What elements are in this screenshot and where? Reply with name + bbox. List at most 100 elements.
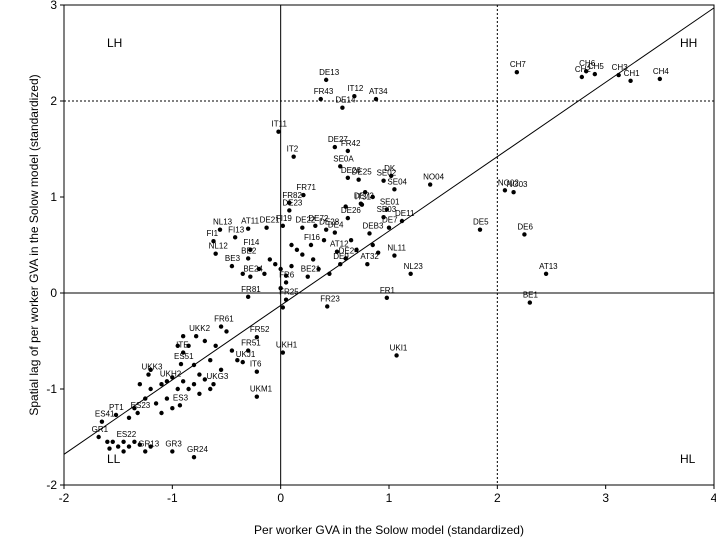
point-label: BE3 — [225, 254, 241, 263]
data-point — [186, 343, 191, 348]
point-label: BE21 — [301, 265, 321, 274]
point-label: FI1 — [207, 229, 219, 238]
data-point — [202, 338, 208, 344]
data-point — [191, 382, 197, 387]
data-point — [191, 362, 197, 368]
data-point — [657, 76, 663, 82]
point-label: DE28 — [319, 218, 340, 227]
point-label: SE03 — [377, 205, 397, 214]
data-point — [338, 164, 343, 169]
data-point — [583, 69, 589, 74]
point-label: DE27 — [328, 135, 349, 144]
data-point — [294, 247, 300, 252]
point-label: NL11 — [387, 244, 406, 253]
data-point — [180, 334, 186, 339]
data-point — [345, 175, 351, 180]
point-label: DK — [384, 164, 396, 173]
point-label: NL13 — [213, 218, 233, 227]
data-point — [345, 215, 351, 221]
point-label: DE22 — [295, 216, 316, 225]
point-label: DE26 — [341, 166, 362, 175]
point-label: IT31 — [355, 193, 372, 202]
data-point — [148, 386, 153, 392]
point-label: ES51 — [174, 352, 194, 361]
data-point — [362, 190, 368, 195]
quadrant-label-hl: HL — [680, 452, 696, 466]
point-label: ES23 — [131, 401, 151, 410]
point-label: NL12 — [209, 242, 229, 251]
point-label: CH2 — [575, 65, 592, 74]
data-point — [164, 379, 170, 384]
data-point — [178, 361, 184, 367]
point-label: BE2 — [241, 246, 257, 255]
data-point — [105, 439, 110, 444]
point-label: DE21 — [260, 216, 281, 225]
data-point — [278, 266, 283, 272]
data-point — [121, 449, 126, 454]
point-label: GR24 — [187, 445, 208, 454]
point-label: UKK2 — [189, 324, 210, 333]
data-point — [211, 382, 216, 387]
y-axis-label: Spatial lag of per worker GVA in the Sol… — [27, 74, 41, 415]
point-label: NO02 — [498, 178, 519, 187]
data-point — [300, 225, 305, 230]
data-point — [348, 238, 354, 243]
point-label: ES3 — [173, 393, 189, 402]
point-label: DE72 — [308, 214, 329, 223]
y-tick-label: 0 — [50, 286, 57, 300]
data-point — [318, 96, 323, 102]
point-label: FR71 — [296, 183, 316, 192]
point-label: ES22 — [117, 430, 137, 439]
x-tick-label: 3 — [602, 491, 609, 505]
data-point — [273, 262, 278, 267]
point-label: FI14 — [243, 238, 260, 247]
y-tick-label: -2 — [46, 478, 57, 492]
data-point — [229, 263, 235, 269]
point-label: DE14 — [335, 96, 356, 105]
data-point — [502, 188, 508, 193]
data-point — [197, 372, 202, 377]
data-point — [254, 394, 260, 399]
data-point — [283, 280, 289, 285]
data-point — [522, 232, 527, 237]
point-label: DE9 — [333, 252, 349, 261]
point-label: DE26 — [341, 206, 362, 215]
point-label: ITE — [176, 341, 188, 350]
point-label: GR13 — [138, 439, 159, 448]
data-point — [278, 286, 283, 291]
data-point — [256, 266, 262, 272]
point-label: FR6 — [279, 270, 295, 279]
data-point — [175, 343, 180, 348]
fit-line-group — [63, 7, 715, 455]
data-point — [477, 227, 483, 232]
data-point — [115, 444, 121, 449]
data-point — [240, 359, 245, 365]
data-point — [359, 202, 365, 207]
data-point — [208, 358, 213, 363]
point-label: AT13 — [539, 262, 558, 271]
data-point — [283, 273, 289, 278]
data-point — [170, 375, 175, 380]
data-point — [248, 247, 253, 252]
data-point — [170, 406, 175, 411]
data-point — [345, 148, 351, 154]
x-tick-label: 4 — [711, 491, 716, 505]
data-point — [164, 396, 170, 401]
data-point — [514, 70, 520, 75]
y-tick-label: 1 — [50, 190, 57, 204]
data-point — [208, 386, 213, 392]
data-point — [287, 200, 292, 205]
data-point — [394, 353, 399, 358]
data-point — [191, 454, 197, 460]
point-label: IT2 — [287, 145, 299, 154]
data-point — [248, 274, 253, 279]
data-point — [628, 78, 633, 84]
data-point — [388, 173, 394, 179]
data-point — [386, 225, 392, 230]
data-point — [110, 439, 115, 444]
data-point — [291, 154, 296, 159]
data-point — [180, 379, 186, 384]
data-point — [132, 406, 137, 411]
point-label: DE5 — [473, 218, 489, 227]
